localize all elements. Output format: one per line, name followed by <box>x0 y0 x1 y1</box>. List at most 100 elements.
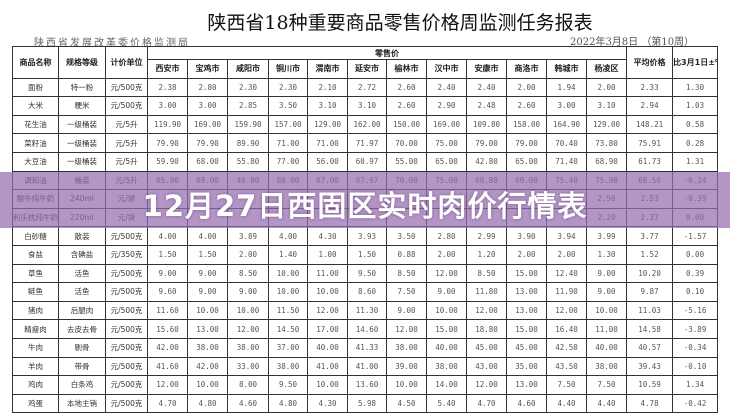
city-price: 16.40 <box>546 319 587 339</box>
city-price: 55.00 <box>386 151 427 172</box>
city-price: 9.50 <box>268 375 308 395</box>
average-price: 40.57 <box>626 337 674 358</box>
city-price: 12.00 <box>386 319 427 339</box>
city-price: 162.00 <box>347 114 387 135</box>
city-price: 7.50 <box>546 375 587 395</box>
city-price: 3.50 <box>386 226 427 246</box>
commodity-name: 鸡肉 <box>12 375 59 395</box>
header-city: 西安市 <box>147 59 188 79</box>
average-price: 11.03 <box>626 300 674 321</box>
city-price: 4.40 <box>585 393 628 413</box>
city-price: 73.80 <box>585 133 628 153</box>
commodity-name: 精瘦肉 <box>12 319 59 339</box>
city-price: 68.00 <box>187 151 228 172</box>
table-row: 白砂糖 散装 元/500克 4.00 4.00 3.89 4.00 4.30 3.93 3.50 2… <box>12 226 719 246</box>
city-price: 43.50 <box>546 356 587 377</box>
city-price: 12.00 <box>466 300 507 321</box>
average-price: 10.20 <box>626 263 674 284</box>
table-row: 面粉 特一粉 元/500克 2.38 2.80 2.30 2.30 2.10 2.72 2.60 2… <box>12 77 719 98</box>
city-price: 10.00 <box>585 300 628 321</box>
city-price: 1.50 <box>187 244 228 265</box>
city-price: 18.80 <box>466 319 507 339</box>
change-percent: -0.42 <box>672 393 719 413</box>
city-price: 42.00 <box>147 337 188 358</box>
commodity-name: 牛肉 <box>12 337 59 358</box>
commodity-name: 鸡蛋 <box>12 393 59 413</box>
header-city: 榆林市 <box>386 59 427 79</box>
commodity-unit: 元/500克 <box>105 263 148 284</box>
city-price: 1.30 <box>585 244 628 265</box>
city-price: 38.00 <box>227 337 269 358</box>
table-row: 鲢鱼 活鱼 元/500克 9.60 9.00 9.00 10.00 10.00 8.60 7.50… <box>12 282 719 302</box>
city-price: 9.00 <box>585 282 628 302</box>
commodity-unit: 元/500克 <box>105 319 148 339</box>
city-price: 38.00 <box>426 356 467 377</box>
city-price: 37.00 <box>268 337 308 358</box>
city-price: 11.50 <box>268 300 308 321</box>
city-price: 10.00 <box>307 375 348 395</box>
header-city: 渭南市 <box>307 59 348 79</box>
city-price: 41.33 <box>347 337 387 358</box>
table-row: 花生油 一级桶装 元/5升 119.90 169.00 159.90 157.00 129.0… <box>12 114 719 135</box>
city-price: 0.88 <box>386 244 427 265</box>
commodity-unit: 元/5升 <box>105 133 148 153</box>
header-city: 韩城市 <box>546 59 587 79</box>
commodity-spec: 带骨 <box>58 356 106 377</box>
average-price: 4.78 <box>626 393 674 413</box>
commodity-spec: 一级桶装 <box>58 151 106 172</box>
commodity-name: 面粉 <box>12 77 59 98</box>
city-price: 2.00 <box>506 77 547 98</box>
city-price: 42.00 <box>187 356 228 377</box>
city-price: 2.40 <box>426 77 467 98</box>
header-city: 宝鸡市 <box>187 59 228 79</box>
change-percent: 1.31 <box>672 151 719 172</box>
commodity-spec: 活鱼 <box>58 263 106 284</box>
city-price: 65.00 <box>426 151 467 172</box>
average-price: 2.94 <box>626 96 674 116</box>
agency-name: 陕西省发展改革委价格监测局 <box>34 38 190 49</box>
header-city: 杨凌区 <box>585 59 628 79</box>
table-row: 大豆油 一级桶装 元/5升 59.90 68.00 55.80 77.00 56.00 60.9… <box>12 151 719 172</box>
city-price: 2.72 <box>347 77 387 98</box>
commodity-unit: 元/5升 <box>105 151 148 172</box>
city-price: 59.90 <box>147 151 188 172</box>
city-price: 9.00 <box>227 282 269 302</box>
city-price: 12.00 <box>147 375 188 395</box>
city-price: 8.50 <box>227 263 269 284</box>
commodity-name: 菜籽油 <box>12 133 59 153</box>
average-price: 148.21 <box>626 114 674 135</box>
city-price: 4.40 <box>546 393 587 413</box>
city-price: 8.60 <box>347 282 387 302</box>
city-price: 17.00 <box>307 319 348 339</box>
city-price: 9.00 <box>187 282 228 302</box>
commodity-name: 食盐 <box>12 244 59 265</box>
city-price: 38.00 <box>386 337 427 358</box>
city-price: 4.00 <box>187 226 228 246</box>
city-price: 1.40 <box>268 244 308 265</box>
header-city: 咸阳市 <box>227 59 269 79</box>
header-unit: 计价单位 <box>105 46 148 79</box>
city-price: 9.60 <box>147 282 188 302</box>
city-price: 159.90 <box>227 114 269 135</box>
city-price: 4.00 <box>147 226 188 246</box>
city-price: 1.50 <box>147 244 188 265</box>
city-price: 11.00 <box>307 263 348 284</box>
table-row: 牛肉 剔骨 元/500克 42.00 38.00 38.00 37.00 40.00 41.33… <box>12 337 719 358</box>
city-price: 41.00 <box>347 356 387 377</box>
city-price: 11.00 <box>585 319 628 339</box>
city-price: 33.00 <box>227 356 269 377</box>
average-price: 75.91 <box>626 133 674 153</box>
commodity-spec: 本地主销 <box>58 393 106 413</box>
city-price: 2.30 <box>227 77 269 98</box>
city-price: 11.60 <box>147 300 188 321</box>
city-price: 10.00 <box>307 282 348 302</box>
city-price: 12.00 <box>227 319 269 339</box>
city-price: 43.00 <box>466 356 507 377</box>
header-city: 铜川市 <box>268 59 308 79</box>
commodity-unit: 元/500克 <box>105 375 148 395</box>
city-price: 40.00 <box>585 337 628 358</box>
city-price: 3.00 <box>546 96 587 116</box>
city-price: 56.00 <box>307 151 348 172</box>
commodity-spec: 剔骨 <box>58 337 106 358</box>
city-price: 9.00 <box>585 263 628 284</box>
